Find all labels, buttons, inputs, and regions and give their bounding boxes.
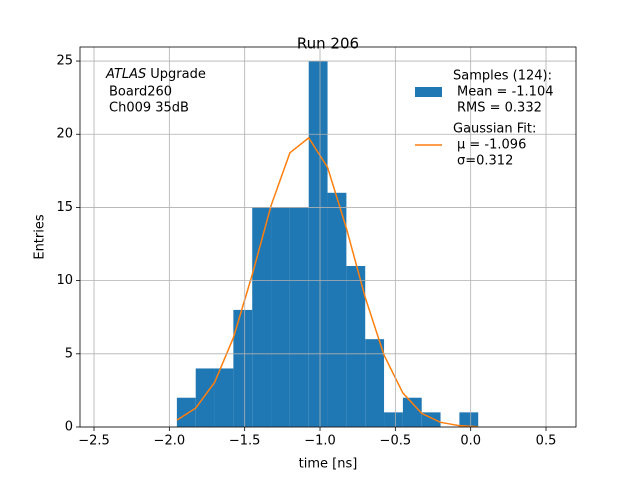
bar xyxy=(233,309,253,427)
bar xyxy=(252,207,272,427)
annotation-text: Upgrade xyxy=(150,67,206,82)
bar xyxy=(195,368,215,427)
bar xyxy=(289,207,309,427)
x-tick-label: −1.0 xyxy=(304,434,336,449)
x-tick-label: −1.5 xyxy=(229,434,261,449)
x-tick-label: 0.5 xyxy=(536,434,557,449)
bar xyxy=(402,397,422,427)
bar xyxy=(327,192,347,427)
bar xyxy=(365,339,385,427)
legend-label: Samples (124): xyxy=(453,69,552,84)
bar xyxy=(308,61,328,427)
bar xyxy=(214,368,234,427)
bar xyxy=(459,412,479,427)
bar xyxy=(346,265,366,427)
legend-label: Gaussian Fit: xyxy=(453,122,536,137)
x-tick-label: 0.0 xyxy=(460,434,481,449)
y-tick-label: 15 xyxy=(56,200,73,215)
x-tick-label: −2.0 xyxy=(154,434,186,449)
legend-label: Mean = -1.104 xyxy=(457,85,553,100)
x-tick-label: −2.5 xyxy=(78,434,110,449)
annotation: Board260 xyxy=(109,85,172,100)
x-tick-label: −0.5 xyxy=(380,434,412,449)
annotation-emphasis: ATLAS xyxy=(105,67,146,82)
fit-line xyxy=(176,136,479,428)
legend-label: μ = -1.096 xyxy=(457,138,526,153)
legend-label: σ=0.312 xyxy=(457,154,513,169)
plot-frame xyxy=(79,46,577,428)
bar xyxy=(384,412,403,427)
y-tick-label: 20 xyxy=(56,127,73,142)
bar xyxy=(271,207,290,427)
legend-swatch xyxy=(415,87,442,97)
chart-title: Run 206 xyxy=(297,35,359,53)
y-tick-label: 10 xyxy=(56,273,73,288)
y-tick-label: 5 xyxy=(65,346,73,361)
legend-label: RMS = 0.332 xyxy=(457,101,542,116)
x-axis-label: time [ns] xyxy=(299,457,358,472)
annotation: Ch009 35dB xyxy=(109,101,189,116)
bar xyxy=(176,397,196,427)
y-tick-label: 0 xyxy=(65,420,73,435)
y-tick-label: 25 xyxy=(56,54,73,69)
annotation: ATLAS Upgrade xyxy=(105,67,206,82)
y-axis-label: Entries xyxy=(33,214,48,260)
